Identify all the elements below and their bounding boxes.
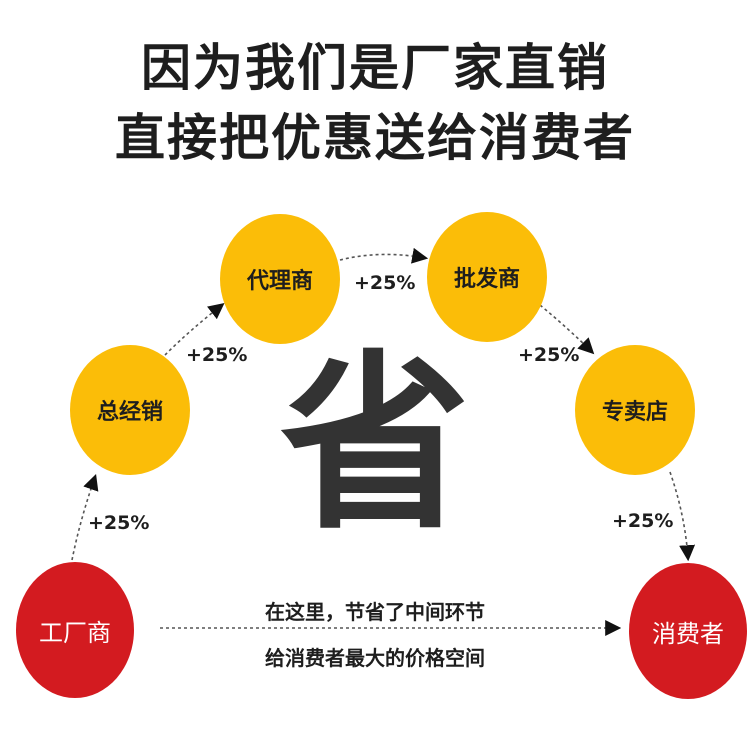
note-line2: 给消费者最大的价格空间 <box>265 646 485 670</box>
markup-label: +25% <box>186 344 248 366</box>
headline-line2: 直接把优惠送给消费者 <box>115 109 635 167</box>
save-character: 省 <box>279 334 470 555</box>
node-store: 专卖店 <box>575 345 695 475</box>
markup-label: +25% <box>518 344 580 366</box>
markup-label: +25% <box>354 272 416 294</box>
note-line1: 在这里，节省了中间环节 <box>265 600 485 624</box>
headline-line1: 因为我们是厂家直销 <box>141 39 609 97</box>
arrow-distributor-to-agent <box>164 303 225 356</box>
markup-label: +25% <box>88 512 150 534</box>
node-general-distributor: 总经销 <box>70 345 190 475</box>
node-agent: 代理商 <box>220 214 340 344</box>
markup-label: +25% <box>612 510 674 532</box>
node-consumer: 消费者 <box>629 563 747 699</box>
node-wholesaler: 批发商 <box>427 212 547 342</box>
arrow-factory-to-distributor <box>71 473 99 561</box>
arrow-agent-to-wholesaler <box>339 247 429 264</box>
arrow-wholesaler-to-store <box>539 304 595 355</box>
arrow-store-to-consumer <box>669 471 696 562</box>
node-factory: 工厂商 <box>16 562 134 698</box>
